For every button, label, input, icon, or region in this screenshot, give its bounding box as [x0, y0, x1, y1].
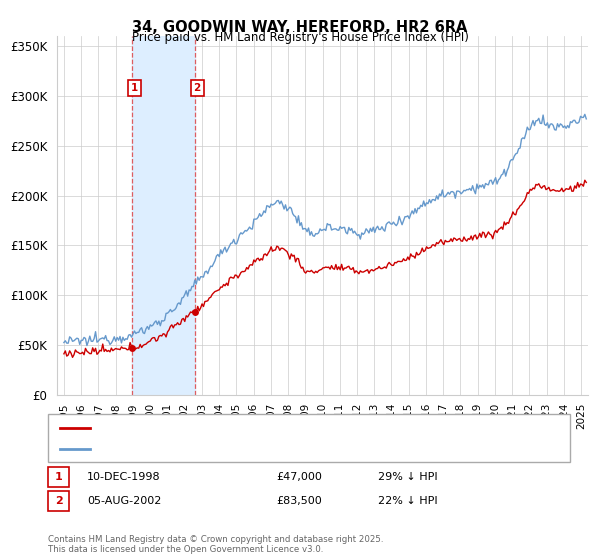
- Text: 29% ↓ HPI: 29% ↓ HPI: [378, 472, 437, 482]
- Text: £47,000: £47,000: [276, 472, 322, 482]
- Bar: [132, 36, 194, 395]
- Text: Price paid vs. HM Land Registry's House Price Index (HPI): Price paid vs. HM Land Registry's House …: [131, 31, 469, 44]
- Text: 22% ↓ HPI: 22% ↓ HPI: [378, 496, 437, 506]
- Text: £83,500: £83,500: [276, 496, 322, 506]
- Text: 1: 1: [55, 472, 62, 482]
- Text: 34, GOODWIN WAY, HEREFORD, HR2 6RA: 34, GOODWIN WAY, HEREFORD, HR2 6RA: [133, 20, 467, 35]
- Text: 2: 2: [55, 496, 62, 506]
- Text: HPI: Average price, semi-detached house, Herefordshire: HPI: Average price, semi-detached house,…: [96, 444, 389, 454]
- Text: 2: 2: [194, 83, 201, 93]
- Text: 1: 1: [131, 83, 138, 93]
- Text: 05-AUG-2002: 05-AUG-2002: [87, 496, 161, 506]
- Text: Contains HM Land Registry data © Crown copyright and database right 2025.
This d: Contains HM Land Registry data © Crown c…: [48, 535, 383, 554]
- Text: 10-DEC-1998: 10-DEC-1998: [87, 472, 161, 482]
- Text: 34, GOODWIN WAY, HEREFORD, HR2 6RA (semi-detached house): 34, GOODWIN WAY, HEREFORD, HR2 6RA (semi…: [96, 423, 434, 433]
